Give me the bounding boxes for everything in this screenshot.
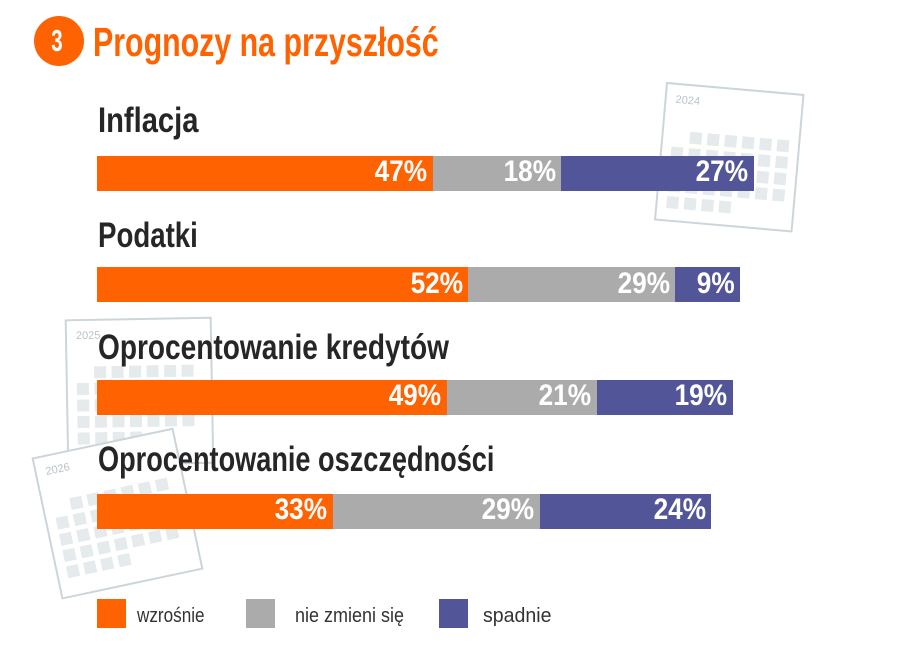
svg-text:2026: 2026 bbox=[45, 461, 71, 478]
svg-text:2024: 2024 bbox=[675, 94, 700, 108]
svg-text:2025: 2025 bbox=[76, 330, 101, 342]
